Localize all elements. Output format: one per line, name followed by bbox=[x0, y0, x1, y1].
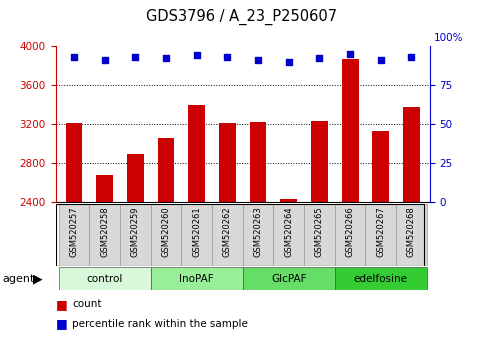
Bar bbox=[157, 137, 174, 202]
Text: GSM520264: GSM520264 bbox=[284, 207, 293, 257]
Text: GSM520266: GSM520266 bbox=[346, 207, 355, 257]
Bar bbox=[151, 204, 181, 266]
Bar bbox=[341, 59, 358, 202]
Text: count: count bbox=[72, 299, 102, 309]
Bar bbox=[66, 123, 83, 202]
Bar bbox=[366, 204, 396, 266]
Bar bbox=[304, 204, 335, 266]
Text: GDS3796 / A_23_P250607: GDS3796 / A_23_P250607 bbox=[146, 9, 337, 25]
Bar bbox=[219, 123, 236, 202]
Point bbox=[346, 51, 354, 57]
Bar bbox=[311, 121, 328, 202]
Bar bbox=[96, 176, 113, 202]
Point bbox=[193, 52, 200, 58]
Point bbox=[101, 57, 109, 63]
Text: GSM520258: GSM520258 bbox=[100, 207, 109, 257]
Bar bbox=[335, 204, 366, 266]
Bar bbox=[127, 154, 144, 202]
Text: percentile rank within the sample: percentile rank within the sample bbox=[72, 319, 248, 329]
Point bbox=[315, 56, 323, 61]
Bar bbox=[250, 122, 267, 202]
Point bbox=[254, 57, 262, 63]
Text: GSM520259: GSM520259 bbox=[131, 207, 140, 257]
Bar bbox=[58, 267, 151, 290]
Bar bbox=[212, 204, 243, 266]
Text: GSM520260: GSM520260 bbox=[161, 207, 170, 257]
Text: ■: ■ bbox=[56, 298, 67, 311]
Bar bbox=[188, 105, 205, 202]
Bar bbox=[151, 267, 243, 290]
Bar bbox=[335, 267, 427, 290]
Bar bbox=[58, 204, 89, 266]
Bar bbox=[372, 131, 389, 202]
Bar bbox=[396, 204, 427, 266]
Point bbox=[285, 59, 293, 64]
Text: ▶: ▶ bbox=[33, 272, 43, 285]
Point bbox=[224, 54, 231, 60]
Bar bbox=[120, 204, 151, 266]
Text: GSM520268: GSM520268 bbox=[407, 207, 416, 257]
Point bbox=[408, 54, 415, 60]
Bar bbox=[403, 107, 420, 202]
Text: GSM520257: GSM520257 bbox=[70, 207, 78, 257]
Text: GSM520262: GSM520262 bbox=[223, 207, 232, 257]
Text: GSM520263: GSM520263 bbox=[254, 207, 263, 257]
Point bbox=[162, 56, 170, 61]
Text: edelfosine: edelfosine bbox=[354, 274, 408, 284]
Point bbox=[131, 54, 139, 60]
Bar bbox=[273, 204, 304, 266]
Text: 100%: 100% bbox=[434, 33, 463, 43]
Bar bbox=[181, 204, 212, 266]
Text: GSM520265: GSM520265 bbox=[315, 207, 324, 257]
Text: agent: agent bbox=[2, 274, 35, 284]
Bar bbox=[243, 204, 273, 266]
Text: InoPAF: InoPAF bbox=[179, 274, 214, 284]
Text: GlcPAF: GlcPAF bbox=[271, 274, 307, 284]
Text: control: control bbox=[86, 274, 123, 284]
Bar bbox=[280, 199, 297, 202]
Text: ■: ■ bbox=[56, 318, 67, 330]
Text: GSM520261: GSM520261 bbox=[192, 207, 201, 257]
Bar bbox=[89, 204, 120, 266]
Text: GSM520267: GSM520267 bbox=[376, 207, 385, 257]
Point bbox=[377, 57, 384, 63]
Point bbox=[70, 54, 78, 60]
Bar bbox=[243, 267, 335, 290]
